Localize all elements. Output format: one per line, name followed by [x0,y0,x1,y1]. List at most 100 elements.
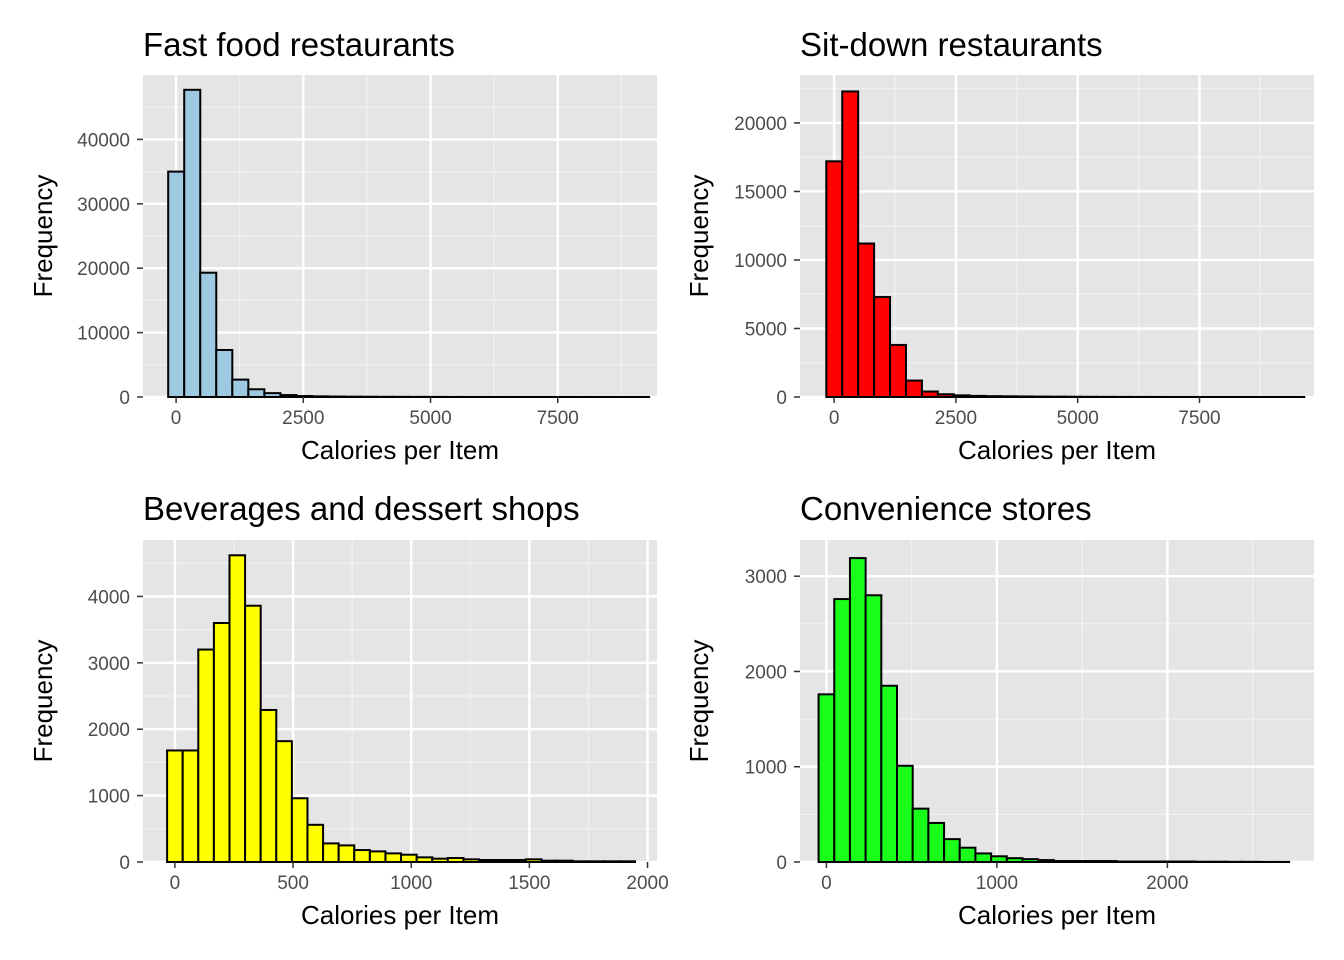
histogram-bar [353,849,371,864]
y-tick-label: 0 [119,388,130,409]
y-tick-label: 4000 [88,587,130,608]
y-tick-label: 30000 [77,195,130,216]
histogram-bar [1016,395,1035,398]
histogram-bar [244,604,262,863]
histogram-bar [167,170,186,398]
histogram-bar [880,684,899,863]
y-tick-label: 2000 [745,662,787,683]
histogram-bar [952,394,971,398]
y-tick-label: 10000 [77,324,130,345]
y-tick-label: 5000 [745,319,787,340]
histogram-bar [873,295,892,398]
histogram-bar [936,393,955,399]
histogram-bar [825,160,844,398]
histogram-bar [857,242,876,398]
histogram-bar [1000,395,1019,398]
x-tick-label: 1500 [508,873,550,894]
y-tick-label: 0 [776,853,787,874]
x-tick-label: 2500 [282,408,324,429]
histogram-bar [927,821,946,864]
histogram-bar [1037,859,1055,863]
y-tick-label: 3000 [745,567,787,588]
x-axis-title: Calories per Item [301,900,499,930]
y-tick-label: 1000 [88,787,130,808]
histogram-bar [958,846,977,864]
histogram-bar [974,852,993,863]
y-tick-label: 20000 [734,114,787,135]
x-tick-label: 0 [821,873,832,894]
panel-title: Sit-down restaurants [800,26,1103,63]
histogram-bar [524,858,543,863]
x-tick-label: 0 [171,408,182,429]
histogram-bar [920,390,939,398]
histogram-bar [263,392,282,398]
histogram-bar [259,708,278,863]
histogram-bar [247,388,266,399]
histogram-bar [1068,860,1087,864]
histogram-bar [1052,860,1071,864]
x-tick-label: 0 [170,873,181,894]
panel-title: Convenience stores [800,490,1092,527]
histogram-bar [1005,857,1024,863]
histogram-bar [1084,860,1102,864]
x-axis-title: Calories per Item [301,435,499,465]
histogram-bar [306,823,325,863]
histogram-bar [181,749,200,863]
y-axis-title: Frequency [28,640,58,763]
panel-4: 0 1000 2000 0 1000 2000 3000 Convenience stores… [684,490,1314,930]
histogram-bar [817,693,836,863]
histogram-bar [446,857,465,863]
histogram-bar [833,598,851,863]
histogram-bar [889,343,907,398]
x-axis-title: Calories per Item [958,435,1156,465]
histogram-bar [415,856,434,864]
x-tick-label: 5000 [1057,408,1099,429]
y-tick-label: 1000 [745,758,787,779]
x-tick-label: 500 [277,873,309,894]
x-tick-label: 7500 [1178,408,1220,429]
y-axis-title: Frequency [684,640,714,763]
histogram-bar [478,859,496,863]
histogram-bar [587,860,605,863]
histogram-bar [896,764,914,863]
histogram-bar [431,857,449,864]
histogram-bar [864,594,883,864]
histogram-bar [368,850,387,863]
histogram-bar [841,90,860,398]
x-tick-label: 1000 [976,873,1018,894]
x-tick-label: 1000 [390,873,432,894]
histogram-bar [990,855,1008,863]
histogram-bar [215,348,234,399]
y-axis-title: Frequency [684,175,714,298]
histogram-bar [199,271,218,399]
panel-title: Fast food restaurants [143,26,455,63]
x-tick-label: 5000 [409,408,451,429]
histogram-bar [275,740,293,863]
histogram-bar [1099,860,1118,864]
histogram-bar [462,858,481,863]
histogram-bar [556,859,574,864]
histogram-bar [540,859,559,864]
histogram-bar [848,557,867,863]
histogram-bar [911,807,930,863]
histogram-bar [904,379,923,398]
histogram-bar [984,395,1003,399]
histogram-bar [384,852,403,864]
panel-3: 0 500 1000 1500 2000 0 1000 2000 3000 4000 Beverag… [28,490,669,930]
y-tick-label: 3000 [88,654,130,675]
histogram-bar [400,853,418,863]
x-axis-title: Calories per Item [958,900,1156,930]
histogram-bar [602,860,621,863]
histogram-bar [493,859,512,863]
x-tick-label: 7500 [537,408,579,429]
y-tick-label: 2000 [88,720,130,741]
y-tick-label: 15000 [734,182,787,203]
x-tick-label: 2000 [626,873,668,894]
x-tick-label: 0 [829,408,840,429]
y-tick-label: 40000 [77,130,130,151]
y-tick-label: 20000 [77,259,130,280]
histogram-bar [231,378,250,398]
histogram-bar [509,859,527,863]
histogram-bar [290,797,309,863]
